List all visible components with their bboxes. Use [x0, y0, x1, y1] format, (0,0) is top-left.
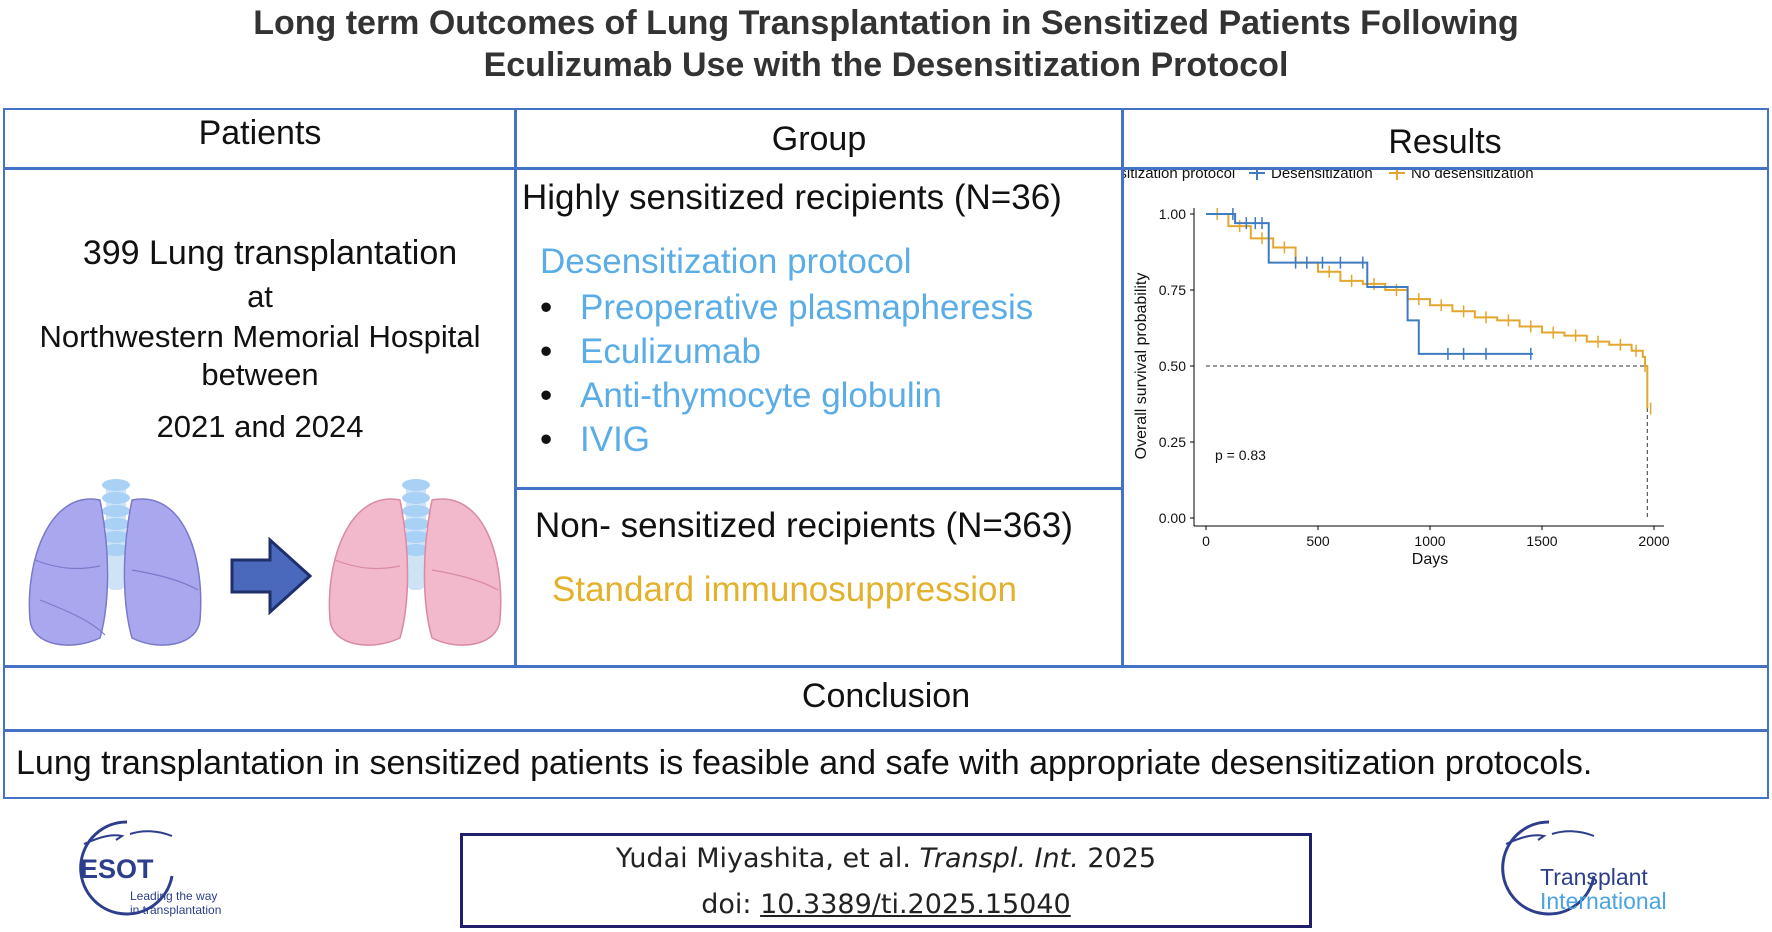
- conclusion-text: Lung transplantation in sensitized patie…: [16, 744, 1593, 782]
- x-tick-label: 2000: [1638, 533, 1669, 549]
- patients-body-box: [3, 167, 517, 668]
- doi-prefix: doi:: [701, 889, 761, 920]
- citation-journal: Transpl. Int.: [919, 843, 1079, 874]
- x-tick-label: 0: [1202, 533, 1210, 549]
- y-tick-label: 0.50: [1159, 358, 1186, 374]
- patients-line-5: 2021 and 2024: [156, 409, 364, 444]
- citation-authors: Yudai Miyashita, et al.: [615, 843, 920, 874]
- y-tick-label: 0.00: [1159, 510, 1186, 526]
- conclusion-header: Conclusion: [801, 677, 971, 715]
- arrow-right-icon: [230, 536, 313, 616]
- patients-line-2: at: [247, 279, 273, 314]
- recipient-lungs-icon: [328, 479, 502, 646]
- title-line-1: Long term Outcomes of Lung Transplantati…: [253, 4, 1519, 42]
- legend-label: Desensitization: [1271, 170, 1373, 182]
- protocol-item: Eculizumab: [540, 330, 1033, 374]
- doi-link[interactable]: 10.3389/ti.2025.15040: [760, 889, 1071, 920]
- protocol-item: Anti-thymocyte globulin: [540, 374, 1033, 418]
- results-header: Results: [1388, 123, 1502, 161]
- citation-line-1: Yudai Miyashita, et al. Transpl. Int. 20…: [463, 836, 1309, 882]
- x-tick-label: 500: [1306, 533, 1330, 549]
- y-tick-label: 0.25: [1159, 434, 1186, 450]
- results-header-box: [1121, 108, 1769, 170]
- ti-line-1: Transplant: [1540, 864, 1648, 890]
- esot-hands-icon: [79, 820, 174, 916]
- group-header-box: [514, 108, 1124, 170]
- y-tick-label: 0.75: [1159, 282, 1186, 298]
- conclusion-header-box: [3, 665, 1769, 732]
- p-value-annotation: p = 0.83: [1215, 447, 1266, 463]
- patients-header-box: [3, 108, 517, 170]
- protocol-item: Preoperative plasmapheresis: [540, 286, 1033, 330]
- non-sensitized-title: Non- sensitized recipients (N=363): [535, 506, 1073, 545]
- x-tick-label: 1500: [1526, 533, 1557, 549]
- group-header: Group: [771, 120, 867, 158]
- sensitized-box: [514, 167, 1124, 490]
- donor-lungs-icon: [28, 479, 202, 646]
- series-line: [1206, 213, 1649, 409]
- poster-title: Long term Outcomes of Lung Transplantati…: [0, 2, 1772, 86]
- legend-label: No desensitization: [1411, 170, 1534, 182]
- esot-name: ESOT: [80, 854, 154, 884]
- lung-transplant-illustration: [28, 479, 502, 646]
- patients-header: Patients: [198, 114, 322, 152]
- esot-logo: ESOT Leading the way in transplantation: [72, 814, 252, 926]
- sensitized-title: Highly sensitized recipients (N=36): [522, 178, 1062, 217]
- standard-immunosuppression: Standard immunosuppression: [552, 570, 1017, 609]
- conclusion-body-box: [3, 729, 1769, 799]
- esot-tagline-1: Leading the way: [130, 889, 218, 903]
- protocol-list: Preoperative plasmapheresis Eculizumab A…: [540, 286, 1033, 462]
- citation-box: Yudai Miyashita, et al. Transpl. Int. 20…: [460, 833, 1312, 928]
- survival-chart: Desensitization protocol Desensitization N…: [1124, 170, 1670, 568]
- title-line-2: Eculizumab Use with the Desensitization …: [483, 46, 1289, 84]
- ti-line-2: International: [1540, 888, 1667, 914]
- patients-line-3: Northwestern Memorial Hospital: [39, 319, 481, 354]
- esot-tagline-2: in transplantation: [130, 903, 222, 917]
- x-tick-label: 1000: [1414, 533, 1445, 549]
- patients-line-1: 399 Lung transplantation: [82, 234, 458, 272]
- patients-line-4: between: [201, 357, 319, 392]
- legend-title: Desensitization protocol: [1124, 170, 1235, 182]
- protocol-item: IVIG: [540, 418, 1033, 462]
- series-line: [1206, 213, 1534, 355]
- transplant-international-logo: Transplant International: [1494, 814, 1734, 926]
- y-axis-label: Overall survival probability: [1133, 273, 1150, 460]
- ti-hands-icon: [1501, 820, 1596, 916]
- citation-line-2: doi: 10.3389/ti.2025.15040: [463, 882, 1309, 928]
- citation-year: 2025: [1078, 843, 1157, 874]
- x-axis-label: Days: [1412, 551, 1448, 568]
- y-tick-label: 1.00: [1159, 206, 1186, 222]
- protocol-title: Desensitization protocol: [540, 242, 912, 281]
- results-body-box: [1121, 167, 1769, 668]
- non-sensitized-box: [514, 487, 1124, 668]
